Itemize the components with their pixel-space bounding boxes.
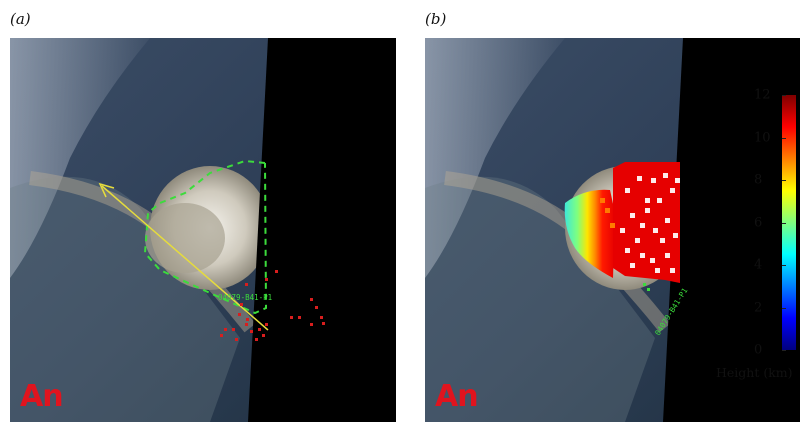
height-retrieval-low (564, 189, 615, 278)
colorbar-tick-label: 8 (754, 172, 763, 188)
cloud-band (10, 176, 240, 422)
no-data-swath (663, 38, 800, 422)
panel-a-satellite-image: 04079-B41-P1 An (10, 38, 396, 422)
panel-a-stamp: An (20, 379, 64, 414)
no-retrieval-pixels (620, 173, 680, 273)
colorbar-tick-mark (782, 137, 786, 139)
panel-a-label: (a) (10, 10, 31, 28)
panel-b-satellite-image: 04079-B41-P1 An (425, 38, 800, 422)
colorbar-tick-mark (782, 180, 786, 181)
track-label-a: 04079-B41-P1 (218, 293, 272, 302)
cloud-haze (425, 38, 565, 278)
colorbar-tick-label: 10 (754, 130, 771, 145)
colorbar-tick-label: 0 (754, 342, 763, 358)
red-markers (220, 270, 325, 341)
no-data-swath (248, 38, 396, 422)
colorbar-gradient (782, 95, 796, 350)
colorbar-tick-label: 12 (754, 87, 771, 103)
colorbar-tick-mark (782, 265, 786, 266)
track-marks (643, 283, 650, 291)
colorbar-tick-mark (782, 95, 786, 96)
colorbar-tick-label: 4 (754, 257, 763, 273)
plume-outline (143, 159, 268, 315)
panel-b-scene: 04079-B41-P1 (425, 38, 800, 422)
colorbar-tick-label: 6 (754, 215, 763, 230)
mid-height-pixels (600, 198, 615, 228)
colorbar-title: Height (km) (716, 365, 793, 380)
colorbar-tick-mark (782, 350, 786, 351)
panel-b-label: (b) (425, 10, 447, 28)
colorbar-tick-mark (782, 307, 786, 309)
cloud-haze (10, 38, 150, 278)
colorbar-tick-mark (782, 222, 786, 224)
plume-shadow (145, 203, 225, 273)
panel-b-stamp: An (435, 379, 479, 414)
arrow-head (98, 182, 115, 198)
colorbar-tick-label: 2 (754, 300, 763, 315)
cloud-band (425, 176, 655, 422)
panel-a-scene: 04079-B41-P1 (10, 38, 396, 422)
